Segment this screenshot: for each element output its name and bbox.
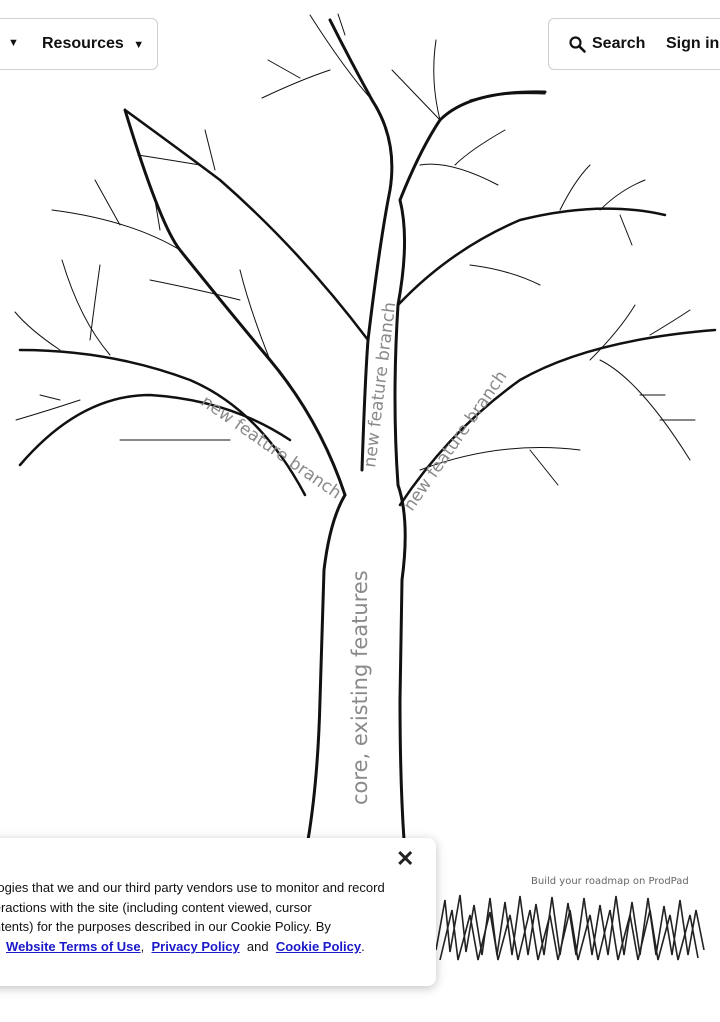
sign-in-link[interactable]: Sign in: [666, 35, 720, 52]
cookie-text-line-3: contents) for the purposes described in …: [0, 919, 331, 934]
resources-menu[interactable]: Resources ▼: [42, 35, 144, 53]
resources-label: Resources: [42, 35, 124, 52]
cookie-text-line-4: our Website Terms of Use, Privacy Policy…: [6, 939, 365, 954]
branch-label-left: new feature branch: [197, 392, 345, 504]
search-label: Search: [592, 35, 646, 52]
chevron-down-icon: ▼: [133, 39, 145, 51]
grass-illustration: [435, 894, 705, 961]
branch-label-right: new feature branch: [400, 367, 512, 515]
nav-menu-right: Search Sign in: [548, 18, 720, 70]
privacy-policy-link[interactable]: Privacy Policy: [151, 939, 240, 954]
search-button[interactable]: Search: [569, 35, 645, 53]
dropdown-caret-icon[interactable]: ▼: [8, 37, 19, 49]
terms-link[interactable]: Website Terms of Use: [6, 939, 141, 954]
cookie-period: .: [361, 939, 365, 954]
close-icon[interactable]: ✕: [396, 846, 415, 871]
search-icon: [569, 35, 586, 53]
prodpad-credit: Build your roadmap on ProdPad: [531, 876, 689, 887]
cookie-policy-link[interactable]: Cookie Policy: [275, 939, 362, 954]
cookie-banner: ✕ nologies that we and our third party v…: [0, 838, 436, 986]
trunk-label: core, existing features: [348, 570, 372, 805]
cookie-and-text: and: [246, 939, 269, 954]
cookie-text-line-1: nologies that we and our third party ven…: [0, 880, 385, 895]
nav-menu-left: ▼ Resources ▼: [0, 18, 158, 70]
cookie-text-line-2: interactions with the site (including co…: [0, 900, 312, 915]
